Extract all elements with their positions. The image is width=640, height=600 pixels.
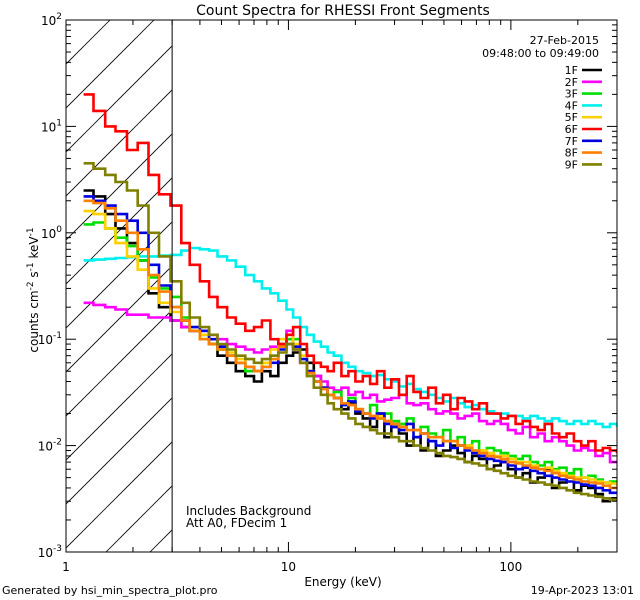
legend-label-6F: 6F xyxy=(565,123,578,136)
hatch-line-8 xyxy=(66,265,173,373)
y-axis-label: counts cm-2 s-1 keV-1 xyxy=(26,227,41,352)
y-tick-label: 102 xyxy=(41,12,62,28)
legend-label-5F: 5F xyxy=(565,111,578,124)
hatch-line-3 xyxy=(66,45,173,153)
series-5F xyxy=(83,209,617,486)
annotation-background: Includes Background xyxy=(186,504,311,518)
date-label: 27-Feb-2015 xyxy=(530,34,599,47)
legend-label-9F: 9F xyxy=(565,158,578,171)
x-tick-label: 1 xyxy=(62,560,70,574)
series-4F xyxy=(83,246,617,429)
series-8F xyxy=(83,199,617,490)
series-2F xyxy=(83,301,617,464)
footer-generated-by: Generated by hsi_min_spectra_plot.pro xyxy=(2,584,218,597)
series-6F xyxy=(83,93,617,454)
hatch-line-4 xyxy=(66,89,173,197)
annotation-attenuator: Att A0, FDecim 1 xyxy=(186,516,287,530)
legend-label-8F: 8F xyxy=(565,147,578,160)
x-tick-label: 10 xyxy=(281,560,296,574)
hatch-line-10 xyxy=(66,353,173,461)
hatch-line-7 xyxy=(66,221,173,329)
y-tick-label: 101 xyxy=(41,118,62,134)
footer-timestamp: 19-Apr-2023 13:01 xyxy=(531,584,634,597)
hatch-line-12 xyxy=(66,441,173,549)
axes: 1 10 100 10-3 10-2 10-1 100 101 102 xyxy=(38,12,618,574)
x-tick-label: 100 xyxy=(499,560,522,574)
chart-title: Count Spectra for RHESSI Front Segments xyxy=(196,3,490,19)
legend-label-2F: 2F xyxy=(565,76,578,89)
hatch-line-2 xyxy=(66,20,155,109)
y-tick-label: 10-2 xyxy=(38,438,62,454)
hatch-line-11 xyxy=(66,397,173,505)
legend-label-1F: 1F xyxy=(565,64,578,77)
series-1F xyxy=(83,189,617,503)
plot-frame xyxy=(65,19,618,553)
legend-label-7F: 7F xyxy=(565,135,578,148)
hatch-line-9 xyxy=(66,309,173,417)
y-tick-label: 10-1 xyxy=(38,331,62,347)
legend-label-3F: 3F xyxy=(565,88,578,101)
series-9F xyxy=(83,162,617,502)
legend-label-4F: 4F xyxy=(565,99,578,112)
y-tick-label: 10-3 xyxy=(38,544,62,560)
x-axis-label: Energy (keV) xyxy=(304,575,381,589)
hatched-region xyxy=(66,20,173,552)
y-tick-label: 100 xyxy=(41,225,62,241)
hatch-line-5 xyxy=(66,133,173,241)
series-3F xyxy=(83,221,617,484)
series-7F xyxy=(83,195,617,495)
time-range-label: 09:48:00 to 09:49:00 xyxy=(482,47,599,60)
series-layer xyxy=(83,93,617,503)
